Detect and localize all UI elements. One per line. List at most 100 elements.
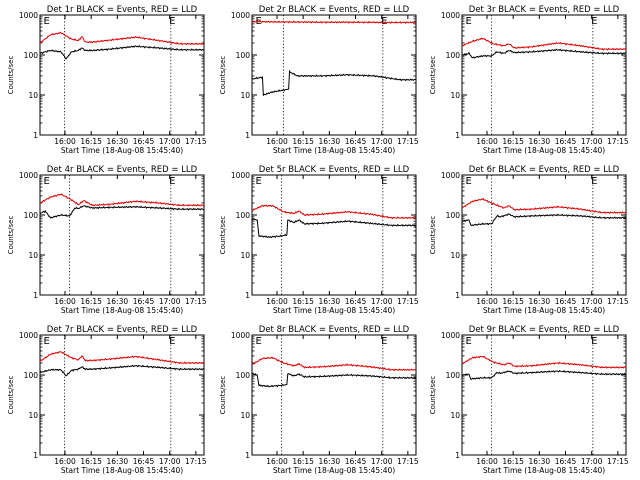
x-tick-label: 17:00: [581, 137, 603, 146]
x-tick-label: 17:00: [581, 297, 603, 306]
plot-frame: [251, 174, 417, 296]
y-tick-label: 1: [33, 291, 38, 300]
plot-frame: [39, 174, 205, 296]
events-series-line: [39, 205, 205, 219]
marker-letter: E: [591, 336, 597, 347]
y-tick-label: 1000: [231, 11, 250, 20]
x-tick-label: 16:45: [133, 297, 155, 306]
x-tick-label: 16:30: [107, 457, 129, 466]
y-tick-label: 10: [450, 251, 460, 260]
y-axis-label: Counts/sec: [7, 216, 15, 255]
events-series-line: [251, 372, 417, 388]
panel-title: Det 6r BLACK = Events, RED = LLD: [469, 165, 620, 175]
y-tick-label: 1: [245, 451, 250, 460]
x-tick-label: 16:15: [80, 297, 102, 306]
events-series-line: [461, 48, 627, 59]
x-tick-label: 16:45: [555, 457, 577, 466]
x-tick-label: 16:30: [319, 137, 341, 146]
y-tick-label: 10: [240, 251, 250, 260]
marker-letter: E: [381, 176, 387, 187]
lld-series-line: [251, 356, 417, 372]
marker-letter: E: [591, 16, 597, 27]
x-tick-label: 16:30: [107, 137, 129, 146]
x-tick-label: 17:15: [607, 137, 629, 146]
x-tick-label: 16:45: [555, 297, 577, 306]
y-tick-label: 1: [245, 131, 250, 140]
lld-series-line: [461, 37, 627, 51]
y-tick-label: 100: [24, 371, 39, 380]
y-tick-label: 1: [455, 131, 460, 140]
x-tick-label: 16:00: [476, 457, 498, 466]
x-axis-label: Start Time (18-Aug-08 15:45:40): [273, 146, 395, 155]
x-tick-label: 17:15: [397, 297, 419, 306]
events-series-line: [461, 369, 627, 380]
x-tick-label: 17:15: [397, 137, 419, 146]
y-tick-label: 100: [446, 51, 461, 60]
plot-frame: [39, 334, 205, 456]
x-tick-label: 16:15: [502, 457, 524, 466]
marker-letter: E: [465, 176, 471, 187]
events-series-line: [39, 45, 205, 60]
y-axis-label: Counts/sec: [7, 376, 15, 415]
y-tick-label: 1: [455, 451, 460, 460]
x-tick-label: 16:00: [266, 457, 288, 466]
events-series-line: [461, 213, 627, 227]
x-tick-label: 16:15: [292, 457, 314, 466]
x-tick-label: 17:15: [185, 297, 207, 306]
marker-letter: E: [381, 336, 387, 347]
events-series-line: [39, 364, 205, 377]
x-tick-label: 16:00: [54, 457, 76, 466]
x-tick-label: 17:15: [607, 297, 629, 306]
x-axis-label: Start Time (18-Aug-08 15:45:40): [483, 146, 605, 155]
y-tick-label: 100: [24, 51, 39, 60]
y-tick-label: 1: [245, 291, 250, 300]
marker-letter: E: [169, 176, 175, 187]
marker-letter: E: [43, 176, 49, 187]
x-tick-label: 17:00: [371, 137, 393, 146]
x-tick-label: 16:45: [345, 457, 367, 466]
x-tick-label: 16:00: [54, 297, 76, 306]
x-axis-label: Start Time (18-Aug-08 15:45:40): [61, 466, 183, 475]
panel-title: Det 2r BLACK = Events, RED = LLD: [259, 5, 410, 15]
y-tick-label: 10: [28, 91, 38, 100]
marker-letter: E: [591, 176, 597, 187]
y-axis-label: Counts/sec: [429, 376, 437, 415]
lld-series-line: [39, 351, 205, 365]
y-tick-label: 1000: [441, 11, 460, 20]
y-tick-label: 10: [450, 411, 460, 420]
marker-letter: E: [465, 16, 471, 27]
marker-letter: E: [255, 176, 261, 187]
x-tick-label: 17:00: [159, 457, 181, 466]
panel-title: Det 1r BLACK = Events, RED = LLD: [47, 5, 198, 15]
x-tick-label: 16:45: [345, 297, 367, 306]
y-tick-label: 1: [455, 291, 460, 300]
y-tick-label: 1000: [231, 331, 250, 340]
y-tick-label: 10: [450, 91, 460, 100]
x-tick-label: 16:15: [292, 297, 314, 306]
panel-title: Det 3r BLACK = Events, RED = LLD: [469, 5, 620, 15]
x-tick-label: 17:00: [159, 297, 181, 306]
x-axis-label: Start Time (18-Aug-08 15:45:40): [273, 466, 395, 475]
x-tick-label: 16:30: [319, 457, 341, 466]
x-tick-label: 16:45: [133, 457, 155, 466]
y-tick-label: 1: [33, 131, 38, 140]
y-tick-label: 1000: [19, 331, 38, 340]
y-tick-label: 100: [236, 211, 251, 220]
x-tick-label: 16:30: [107, 297, 129, 306]
y-tick-label: 100: [236, 51, 251, 60]
y-axis-label: Counts/sec: [429, 56, 437, 95]
x-tick-label: 16:30: [529, 137, 551, 146]
lld-series-line: [251, 20, 417, 25]
y-axis-label: Counts/sec: [7, 56, 15, 95]
y-tick-label: 10: [28, 411, 38, 420]
y-tick-label: 10: [240, 91, 250, 100]
y-tick-label: 100: [24, 211, 39, 220]
x-tick-label: 16:15: [80, 457, 102, 466]
marker-letter: E: [169, 16, 175, 27]
